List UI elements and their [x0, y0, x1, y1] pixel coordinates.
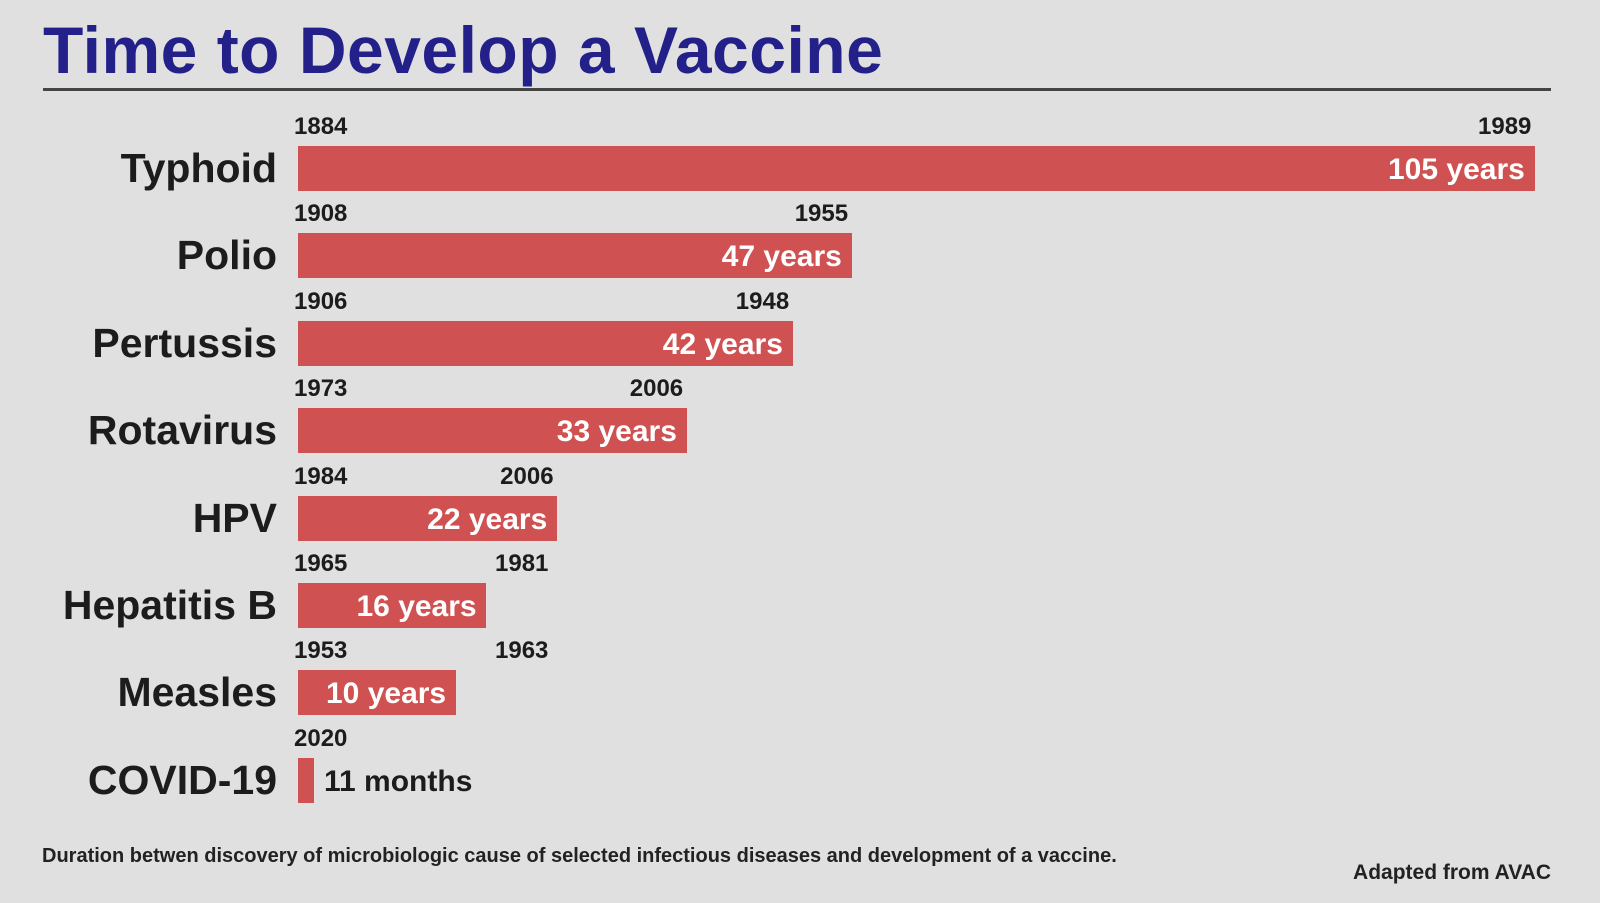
start-year-label: 1973 — [294, 375, 348, 403]
start-year-label: 1953 — [294, 637, 348, 665]
chart-title: Time to Develop a Vaccine — [43, 13, 884, 87]
bar — [298, 146, 1535, 191]
chart-caption: Duration betwen discovery of microbiolog… — [42, 845, 1117, 867]
category-label: Hepatitis B — [62, 582, 277, 628]
start-year-label: 1884 — [294, 113, 348, 140]
start-year-label: 1984 — [294, 462, 348, 490]
end-year-label: 1989 — [1478, 113, 1532, 140]
category-label: HPV — [192, 494, 277, 541]
bar-value-label: 16 years — [356, 590, 477, 623]
end-year-label: 1955 — [794, 200, 849, 228]
bar — [298, 320, 793, 366]
category-label: Pertussis — [92, 319, 277, 366]
bar-value-label: 11 months — [324, 764, 473, 798]
end-year-label: 2006 — [500, 462, 554, 490]
bar — [298, 670, 456, 716]
bar-value-label: 47 years — [721, 240, 842, 274]
category-label: Typhoid — [120, 145, 277, 191]
bar-value-label: 33 years — [556, 415, 677, 449]
category-label: Measles — [117, 669, 277, 716]
bar-value-label: 42 years — [662, 327, 783, 361]
source-note: Adapted from AVAC — [1353, 861, 1551, 884]
category-label: Polio — [176, 232, 277, 279]
end-year-label: 1981 — [495, 550, 549, 577]
bar — [298, 495, 558, 541]
end-year-label: 1948 — [735, 287, 790, 315]
title-underline — [43, 88, 1551, 91]
bar — [298, 757, 314, 803]
start-year-label: 1908 — [294, 200, 348, 228]
category-label: Rotavirus — [87, 407, 277, 454]
bar — [298, 583, 487, 628]
bar-value-label: 10 years — [326, 677, 447, 711]
end-year-label: 2006 — [629, 375, 684, 403]
bar-value-label: 105 years — [1388, 153, 1525, 186]
end-year-label: 1963 — [495, 637, 549, 665]
bar-value-label: 22 years — [427, 502, 548, 536]
start-year-label: 2020 — [294, 724, 348, 752]
bar — [298, 233, 852, 279]
start-year-label: 1906 — [294, 287, 348, 315]
start-year-label: 1965 — [294, 550, 348, 577]
bar — [298, 408, 687, 454]
category-label: COVID-19 — [87, 756, 277, 803]
